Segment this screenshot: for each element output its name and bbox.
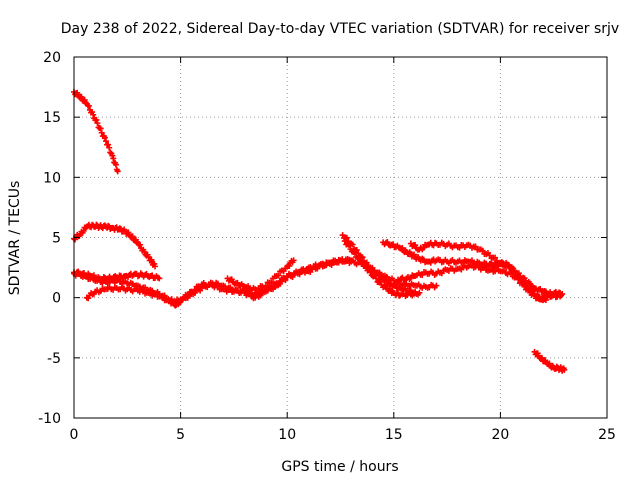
data-point [184, 294, 191, 301]
chart-title: Day 238 of 2022, Sidereal Day-to-day VTE… [61, 21, 619, 37]
data-point [373, 275, 380, 282]
data-point [269, 286, 276, 293]
data-point [433, 282, 440, 289]
data-point [105, 141, 112, 148]
data-point [110, 155, 117, 162]
data-point [107, 149, 114, 156]
series-track-1 [71, 88, 121, 175]
data-point [145, 253, 152, 260]
data-point [275, 272, 282, 279]
data-point [98, 129, 105, 136]
data-point [97, 125, 104, 132]
data-point [377, 278, 384, 285]
data-point [538, 354, 545, 361]
data-point [515, 276, 522, 283]
data-point [492, 254, 499, 261]
data-point [534, 350, 541, 357]
data-point [142, 284, 149, 291]
y-tick-label: -10 [38, 411, 61, 427]
data-point [114, 168, 121, 175]
data-point [286, 262, 293, 269]
data-point [156, 275, 163, 282]
data-point [161, 292, 168, 299]
x-tick-label: 10 [278, 427, 296, 443]
data-point [80, 227, 87, 234]
y-axis-label: SDTVAR / TECUs [7, 181, 23, 296]
data-point [268, 279, 275, 286]
data-point [416, 289, 423, 296]
grid-lines [74, 57, 607, 418]
x-tick-label: 20 [491, 427, 509, 443]
data-point [515, 270, 522, 277]
series-track-2 [71, 221, 159, 270]
data-point [227, 284, 234, 291]
data-point [152, 263, 159, 270]
x-axis-label: GPS time / hours [281, 459, 398, 475]
data-point [129, 233, 136, 240]
data-point [74, 89, 81, 96]
data-series [71, 88, 568, 374]
data-point [112, 161, 119, 168]
data-point [527, 280, 534, 287]
data-point [374, 270, 381, 277]
y-tick-label: 20 [43, 50, 61, 66]
data-point [78, 93, 85, 100]
data-point [343, 234, 350, 241]
data-point [191, 290, 198, 297]
series-track-12 [395, 259, 564, 299]
y-tick-label: -5 [47, 351, 61, 367]
y-tick-label: 10 [43, 170, 61, 186]
data-point [106, 144, 113, 151]
data-point [479, 247, 486, 254]
y-tick-labels: -10 -5 0 5 10 15 20 [38, 50, 61, 427]
data-point [531, 292, 538, 299]
data-point [125, 229, 132, 236]
data-point [90, 111, 97, 118]
data-point [412, 242, 419, 249]
series-track-9 [341, 238, 423, 300]
data-point [137, 241, 144, 248]
axis-ticks [73, 56, 608, 419]
data-point [392, 281, 399, 288]
x-tick-labels: 0 5 10 15 20 25 [70, 427, 616, 443]
data-point [361, 261, 368, 268]
data-point [351, 249, 358, 256]
y-tick-label: 15 [43, 110, 61, 126]
data-point [355, 254, 362, 261]
data-point [472, 243, 479, 250]
y-tick-label: 0 [52, 291, 61, 307]
data-point [257, 292, 264, 299]
data-point [105, 222, 112, 229]
data-point [296, 271, 303, 278]
data-point [93, 116, 100, 123]
x-tick-label: 25 [598, 427, 616, 443]
data-point [559, 291, 566, 298]
data-point [277, 280, 284, 287]
data-point [511, 267, 518, 274]
series-track-14 [531, 348, 568, 374]
y-tick-label: 5 [52, 231, 61, 247]
plot-frame [73, 56, 608, 419]
data-point [561, 366, 568, 373]
data-point [262, 282, 269, 289]
data-point [520, 280, 527, 287]
x-tick-label: 0 [70, 427, 79, 443]
data-point [85, 102, 92, 109]
x-tick-label: 15 [385, 427, 403, 443]
data-point [101, 134, 108, 141]
series-track-5 [71, 266, 312, 305]
data-point [346, 242, 353, 249]
data-point [102, 138, 109, 145]
x-tick-label: 5 [176, 427, 185, 443]
series-track-13 [476, 264, 566, 303]
data-point [228, 276, 235, 283]
data-point [94, 120, 101, 127]
data-point [83, 272, 90, 279]
series-track-6 [224, 257, 297, 293]
data-point [341, 238, 348, 245]
data-point [290, 257, 297, 264]
